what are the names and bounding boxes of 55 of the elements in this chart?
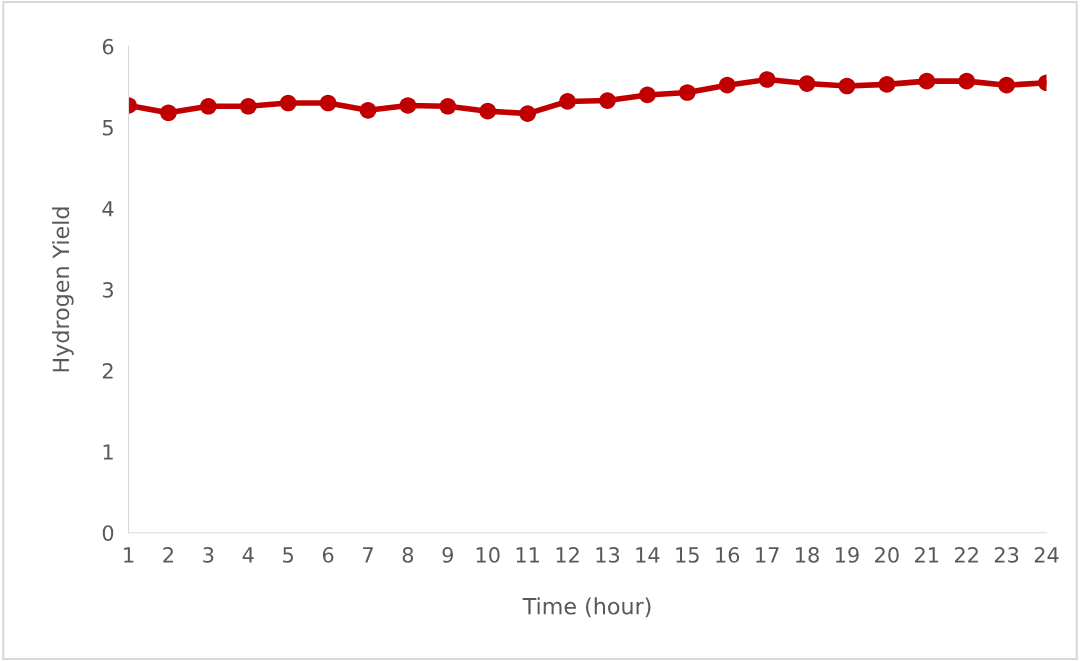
x-tick-label: 17 <box>756 547 779 563</box>
point <box>718 76 736 94</box>
x-tick-label: 14 <box>636 547 660 563</box>
point <box>359 101 377 119</box>
point <box>998 76 1015 94</box>
x-tick-label: 9 <box>442 547 453 563</box>
y-tick-label: 6 <box>102 38 114 55</box>
x-tick-label: 22 <box>954 547 978 563</box>
x-tick-label: 3 <box>203 547 214 563</box>
point <box>439 97 457 115</box>
point <box>758 71 776 88</box>
point <box>200 97 217 115</box>
x-tick-label: 16 <box>716 547 740 563</box>
x-tick-label: 6 <box>322 547 334 563</box>
x-tick-label: 13 <box>596 547 620 563</box>
y-tick-label: 4 <box>102 201 114 217</box>
x-tick-label: 12 <box>556 547 579 563</box>
point <box>319 94 337 112</box>
point <box>958 72 976 90</box>
x-tick-label: 19 <box>835 547 859 563</box>
point <box>878 76 896 93</box>
x-tick-label: 15 <box>676 547 699 563</box>
y-tick-label: 1 <box>103 444 113 460</box>
point <box>279 94 297 112</box>
point <box>479 102 497 120</box>
point <box>399 97 417 114</box>
point <box>559 93 576 110</box>
y-tick-label: 0 <box>102 525 114 541</box>
point <box>599 92 616 109</box>
x-tick-label: 4 <box>242 547 254 563</box>
point <box>639 86 656 104</box>
x-tick-label: 20 <box>875 547 899 563</box>
x-tick-label: 7 <box>363 547 373 563</box>
x-tick-label: 18 <box>796 547 819 563</box>
x-tick-label: 21 <box>915 547 939 563</box>
point <box>239 97 257 115</box>
y-axis-title: Hydrogen Yield <box>52 207 74 372</box>
point <box>918 72 936 90</box>
x-tick-label: 10 <box>476 547 500 563</box>
point <box>798 75 816 92</box>
x-tick-label: 8 <box>402 547 414 563</box>
y-tick-label: 5 <box>102 120 113 136</box>
point <box>678 84 696 101</box>
point <box>519 105 536 122</box>
x-tick-label: 1 <box>124 547 134 563</box>
x-tick-label: 24 <box>1034 547 1059 563</box>
x-tick-label: 11 <box>516 547 539 563</box>
y-tick-label: 2 <box>102 363 113 379</box>
x-tick-label: 5 <box>283 547 293 563</box>
point <box>160 104 177 122</box>
x-tick-label: 23 <box>994 547 1019 563</box>
x-axis-title: Time (hour) <box>522 597 651 618</box>
y-tick-label: 3 <box>102 281 113 298</box>
x-tick-label: 2 <box>163 547 173 563</box>
point <box>838 77 856 95</box>
